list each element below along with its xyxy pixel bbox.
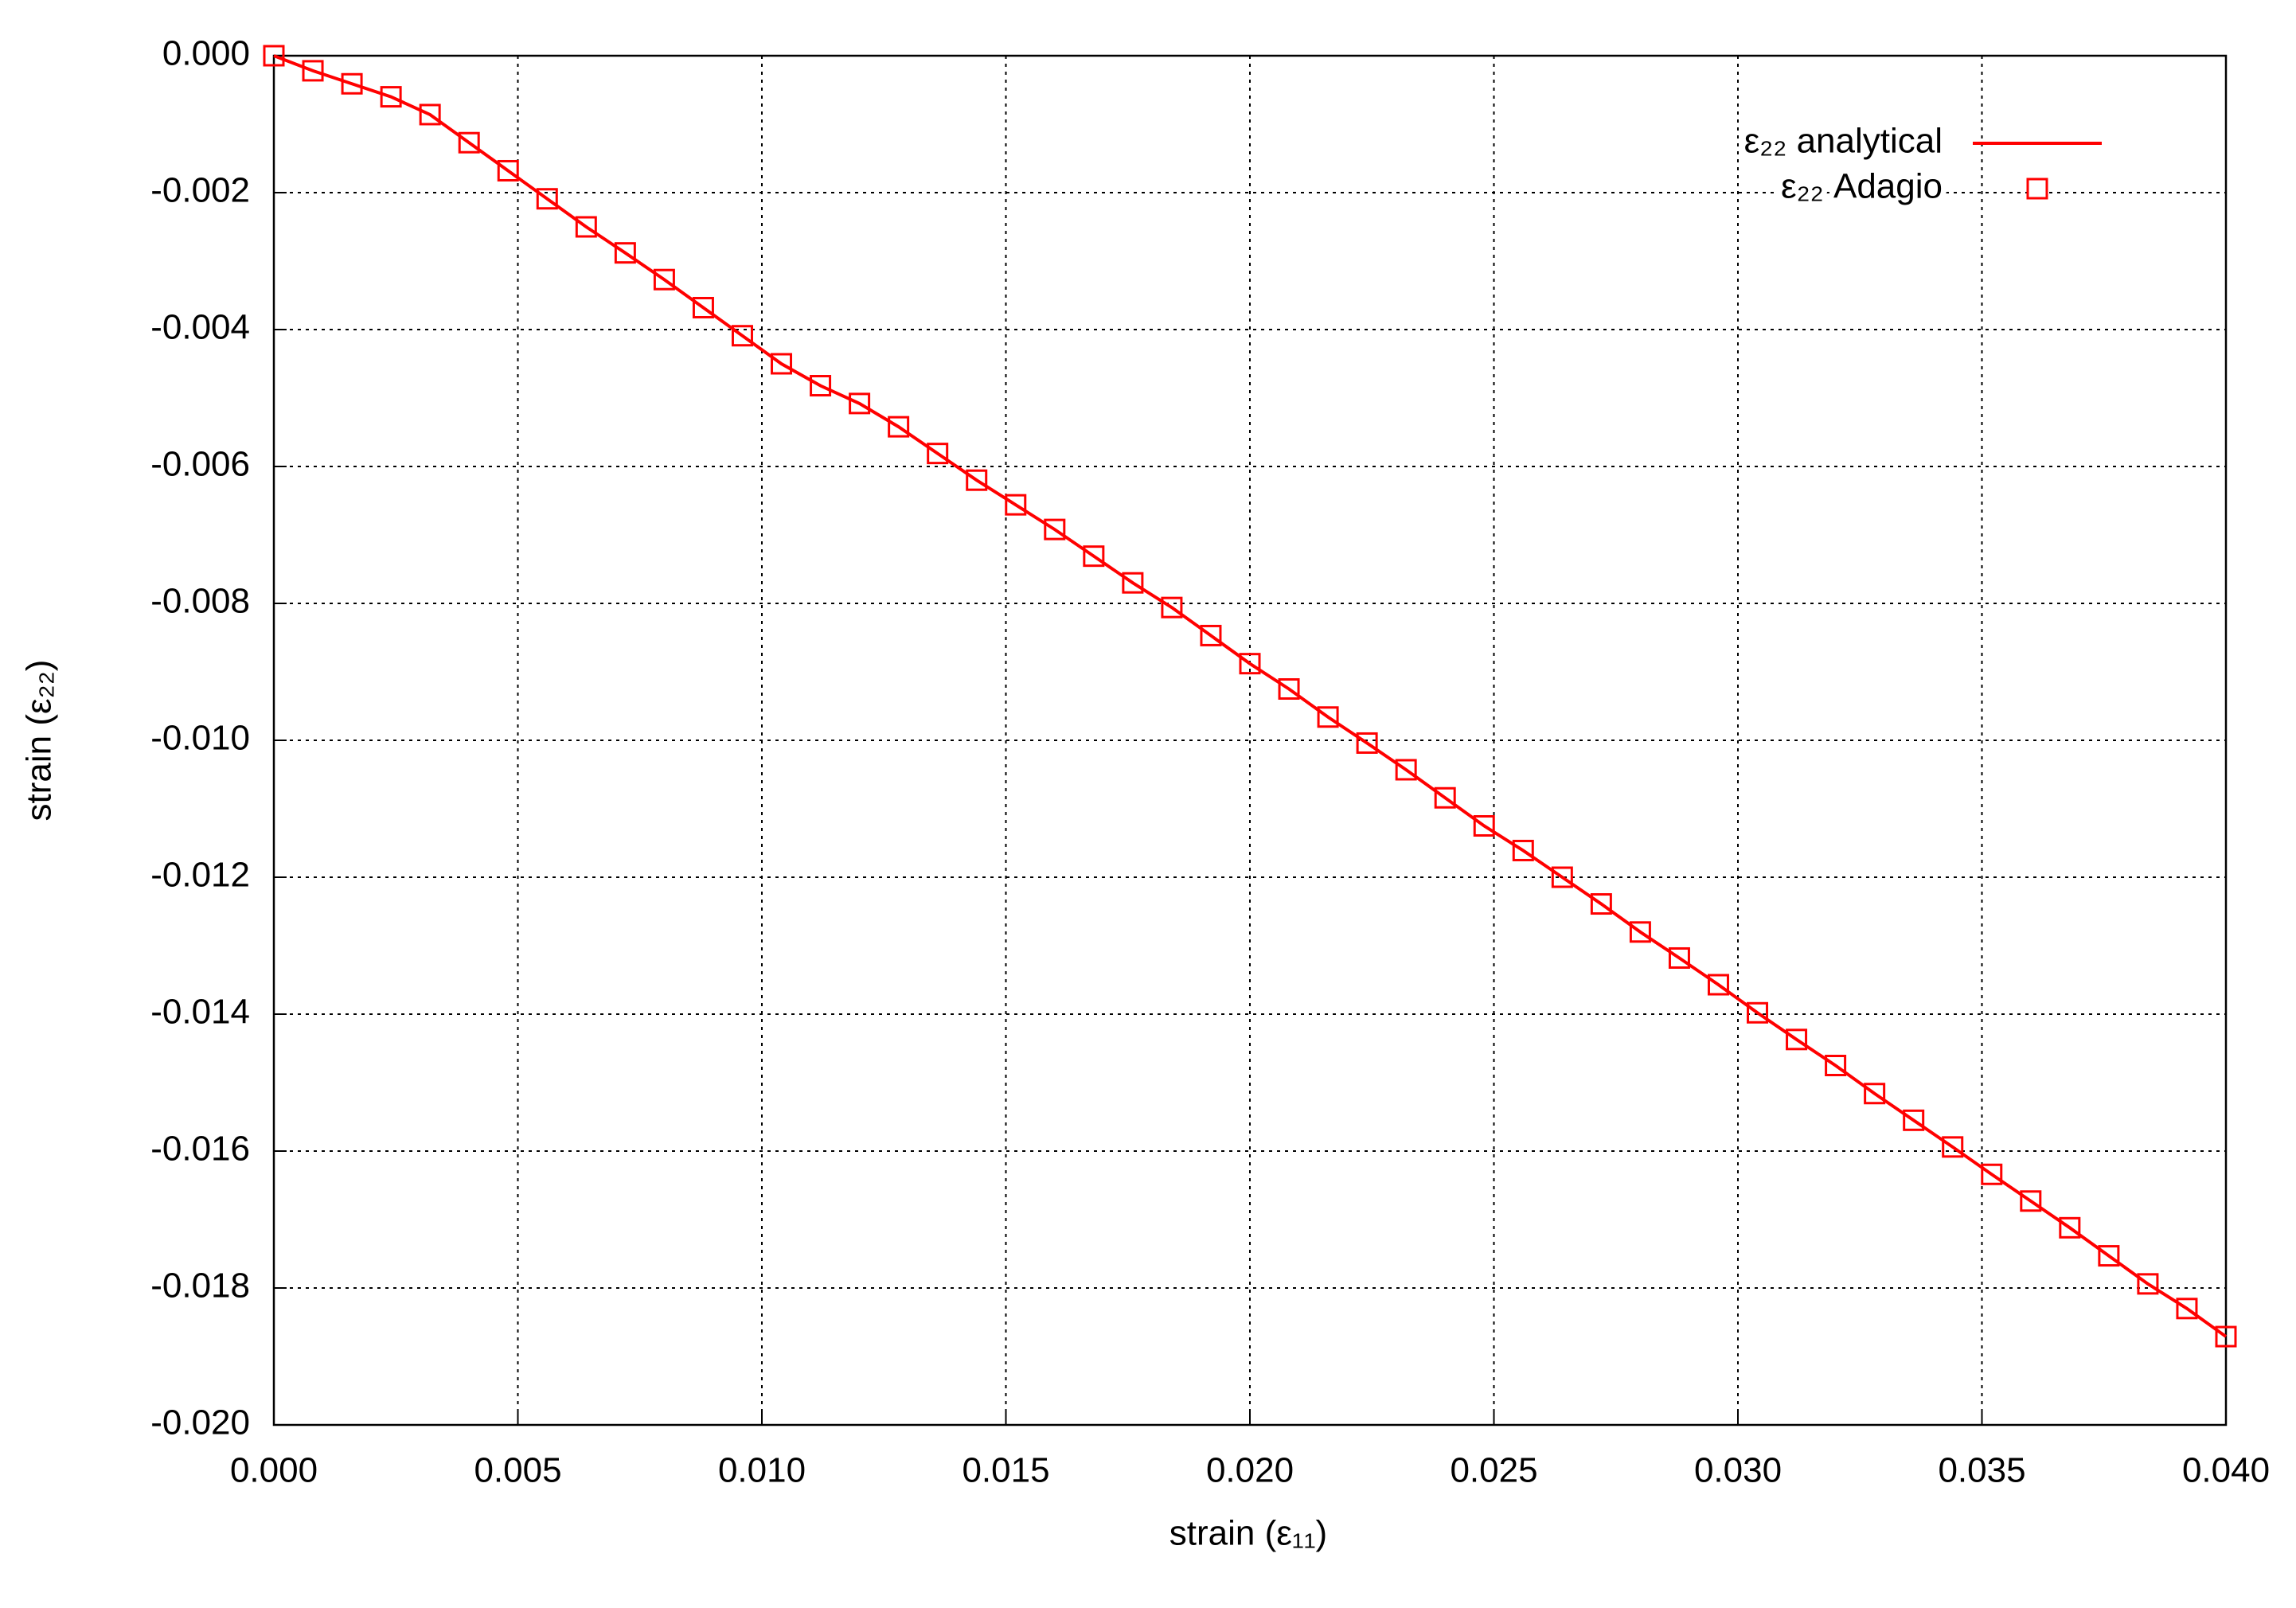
- data-marker: [1629, 921, 1651, 943]
- data-marker: [497, 159, 519, 181]
- plot-frame: [272, 54, 2228, 1427]
- y-tick-label: -0.020: [150, 1403, 250, 1442]
- data-marker: [1200, 624, 1222, 646]
- data-marker: [1395, 759, 1417, 781]
- data-marker: [458, 131, 480, 154]
- data-marker: [1981, 1163, 2003, 1185]
- data-marker: [2020, 1190, 2042, 1212]
- y-tick-label: -0.006: [150, 445, 250, 484]
- x-tick-label: 0.025: [1450, 1451, 1537, 1490]
- data-marker: [692, 296, 714, 318]
- x-tick-label: 0.020: [1206, 1451, 1294, 1490]
- data-marker: [1903, 1109, 1925, 1131]
- data-marker: [263, 45, 285, 67]
- legend-label: ε₂₂ Adagio: [1781, 167, 1943, 206]
- x-tick-label: 0.030: [1694, 1451, 1782, 1490]
- data-marker: [1434, 786, 1456, 809]
- legend-label: ε₂₂ analytical: [1744, 122, 1943, 161]
- y-tick-label: -0.008: [150, 582, 250, 621]
- data-marker: [1551, 866, 1573, 888]
- data-marker: [1356, 732, 1378, 754]
- data-marker: [966, 469, 988, 491]
- data-marker: [927, 443, 949, 465]
- data-marker: [1161, 596, 1183, 619]
- data-line: [273, 54, 2228, 1338]
- y-tick-label: 0.000: [162, 34, 250, 73]
- data-marker: [771, 353, 793, 375]
- data-marker: [419, 103, 441, 126]
- data-marker: [614, 242, 636, 264]
- data-marker: [1317, 706, 1339, 728]
- data-marker: [1044, 518, 1066, 541]
- data-marker: [575, 216, 597, 238]
- x-tick-label: 0.005: [474, 1451, 561, 1490]
- y-tick-label: -0.016: [150, 1130, 250, 1169]
- y-tick-label: -0.010: [150, 719, 250, 758]
- data-marker: [1278, 678, 1300, 700]
- y-tick-label: -0.002: [150, 171, 250, 210]
- x-axis-label: strain (ε₁₁): [1169, 1514, 1327, 1553]
- data-marker: [653, 268, 675, 291]
- data-marker: [1942, 1136, 1964, 1158]
- x-tick-label: 0.010: [718, 1451, 806, 1490]
- data-marker: [1590, 893, 1612, 915]
- y-tick-label: -0.004: [150, 308, 250, 347]
- data-marker: [1825, 1055, 1847, 1076]
- x-tick-label: 0.040: [2182, 1451, 2270, 1490]
- data-marker: [380, 86, 402, 108]
- data-marker: [2059, 1216, 2081, 1239]
- data-marker: [810, 375, 832, 397]
- data-marker: [1864, 1083, 1886, 1105]
- y-tick-label: -0.018: [150, 1266, 250, 1306]
- data-marker: [1668, 946, 1690, 969]
- y-axis-label: strain (ε₂₂): [20, 660, 59, 822]
- y-tick-label: -0.012: [150, 856, 250, 895]
- data-marker: [1239, 653, 1261, 675]
- legend-marker: [2026, 178, 2048, 200]
- data-marker: [1473, 815, 1495, 837]
- data-marker: [1707, 974, 1729, 996]
- data-marker: [1512, 839, 1534, 861]
- data-marker: [536, 188, 558, 210]
- data-marker: [1005, 494, 1027, 516]
- data-marker: [888, 416, 910, 438]
- data-marker: [1122, 572, 1144, 594]
- data-marker: [2215, 1325, 2237, 1348]
- x-tick-label: 0.035: [1938, 1451, 2025, 1490]
- data-marker: [2137, 1273, 2159, 1295]
- x-tick-label: 0.000: [230, 1451, 318, 1490]
- data-marker: [731, 325, 753, 347]
- y-tick-label: -0.014: [150, 993, 250, 1032]
- data-marker: [1747, 1001, 1769, 1024]
- data-marker: [1083, 545, 1105, 568]
- data-marker: [2098, 1245, 2120, 1267]
- data-marker: [1786, 1028, 1808, 1051]
- data-marker: [2176, 1298, 2198, 1320]
- data-marker: [302, 60, 324, 82]
- data-marker: [849, 392, 871, 415]
- x-tick-label: 0.015: [962, 1451, 1049, 1490]
- data-marker: [341, 72, 363, 95]
